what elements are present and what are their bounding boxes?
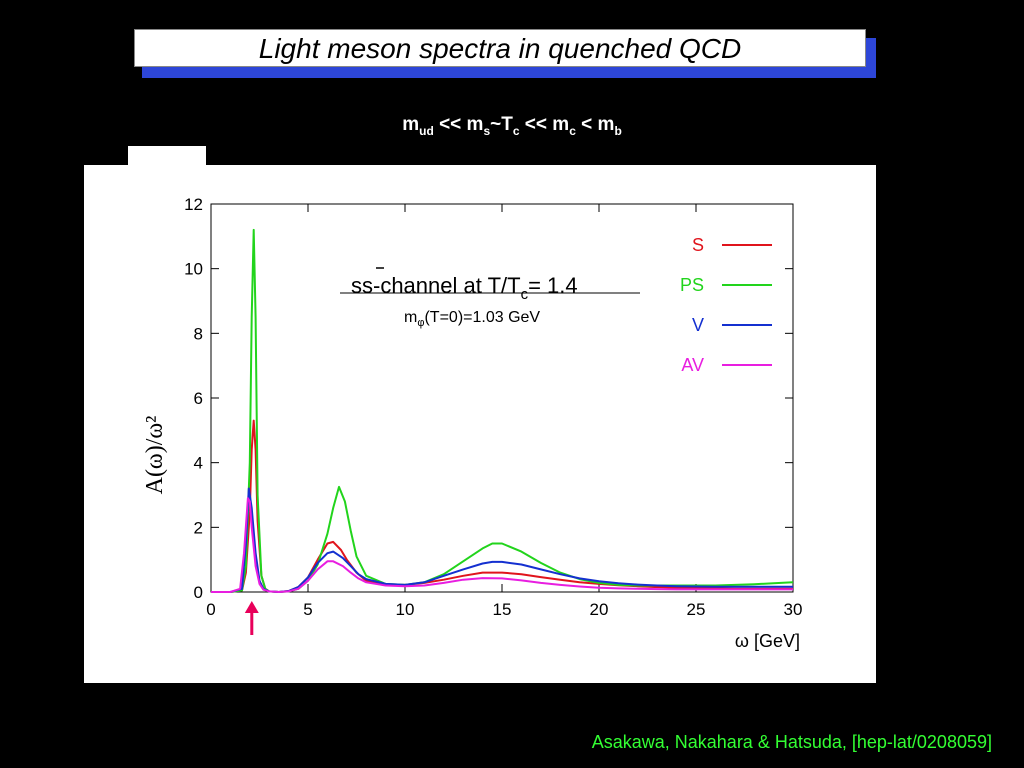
panel-tab: [128, 146, 206, 168]
x-tick-label: 5: [303, 600, 312, 619]
series-layer: [211, 228, 794, 593]
legend-label-s: S: [692, 235, 704, 255]
x-tick-label: 20: [590, 600, 609, 619]
annotation-sub: c: [521, 286, 529, 303]
y-tick-label: 6: [194, 389, 203, 408]
subtitle-text: ~T: [490, 114, 513, 135]
annotation-sub: φ: [417, 317, 424, 329]
y-tick-label: 8: [194, 324, 203, 343]
legend: S PS V AV: [680, 235, 772, 375]
x-tick-label: 0: [206, 600, 215, 619]
subtitle-sub: b: [614, 123, 622, 138]
mass-hierarchy-subtitle: mud << ms~Tc << mc < mb: [0, 114, 1024, 138]
x-tick-label: 25: [687, 600, 706, 619]
y-tick-label: 4: [194, 454, 203, 473]
chart-panel: 0 5 10 15 20 25 30 0 2 4 6 8 10 12 ss-channel at T/Tc…: [84, 165, 876, 683]
series-line-v: [211, 487, 793, 593]
subtitle-text: << m: [433, 114, 484, 135]
subtitle-sub: c: [512, 123, 520, 138]
subtitle-sub: s: [483, 123, 491, 138]
annotation-text: = 1.4: [528, 273, 578, 298]
plot-frame: [210, 203, 794, 593]
legend-label-v: V: [692, 315, 704, 335]
legend-label-av: AV: [681, 355, 704, 375]
axes: 0 5 10 15 20 25 30 0 2 4 6 8 10 12: [184, 195, 802, 635]
x-tick-label: 10: [396, 600, 415, 619]
x-tick-label: 30: [784, 600, 803, 619]
x-axis-label: ω [GeV]: [735, 631, 800, 651]
subtitle-text: << m: [519, 114, 570, 135]
y-axis-label: A(ω)/ω²: [142, 416, 168, 495]
mass-annotation: mφ(T=0)=1.03 GeV: [404, 309, 540, 329]
series-line-av: [211, 497, 793, 593]
subtitle-text: m: [402, 114, 420, 135]
x-tick-label: 15: [493, 600, 512, 619]
annotation-text: (T=0)=1.03 GeV: [424, 309, 540, 326]
legend-label-ps: PS: [680, 275, 704, 295]
series-line-s: [211, 419, 793, 593]
annotation-text: ss-channel at T/T: [351, 273, 521, 298]
peak-arrow-head: [244, 601, 259, 613]
subtitle-sub: c: [569, 123, 576, 138]
channel-annotation: ss-channel at T/Tc= 1.4: [351, 273, 578, 303]
subtitle-sub: ud: [419, 123, 434, 138]
y-tick-label: 2: [194, 518, 203, 537]
spectral-function-chart: 0 5 10 15 20 25 30 0 2 4 6 8 10 12 ss-channel at T/Tc…: [142, 195, 802, 651]
slide-title: Light meson spectra in quenched QCD: [134, 29, 866, 67]
annotation-text: m: [404, 309, 417, 326]
y-tick-label: 12: [184, 195, 203, 214]
y-tick-label: 0: [194, 583, 203, 602]
citation: Asakawa, Nakahara & Hatsuda, [hep-lat/02…: [591, 732, 992, 752]
subtitle-text: < m: [575, 114, 615, 135]
y-tick-label: 10: [184, 260, 203, 279]
